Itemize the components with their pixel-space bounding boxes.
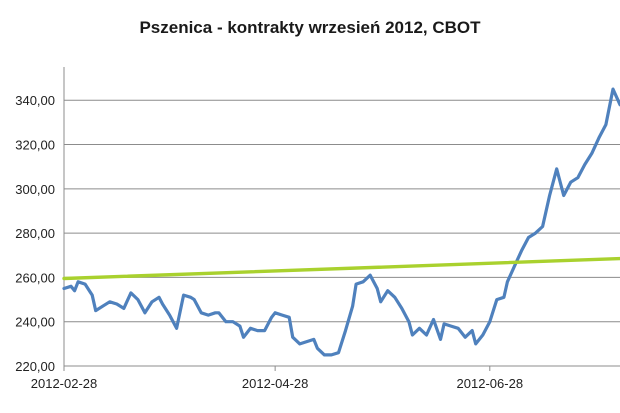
- y-tick-label: 220,00: [15, 359, 55, 374]
- y-tick-label: 260,00: [15, 270, 55, 285]
- y-tick-label: 300,00: [15, 182, 55, 197]
- chart-title: Pszenica - kontrakty wrzesień 2012, CBOT: [139, 18, 481, 37]
- y-tick-label: 280,00: [15, 226, 55, 241]
- x-tick-label: 2012-02-28: [31, 376, 98, 391]
- series-line-trend: [62, 256, 620, 281]
- x-tick-label: 2012-06-28: [457, 376, 524, 391]
- y-tick-label: 240,00: [15, 315, 55, 330]
- x-tick-label: 2012-04-28: [242, 376, 309, 391]
- y-tick-label: 320,00: [15, 138, 55, 153]
- series-line-price: [62, 87, 620, 357]
- y-tick-label: 340,00: [15, 93, 55, 108]
